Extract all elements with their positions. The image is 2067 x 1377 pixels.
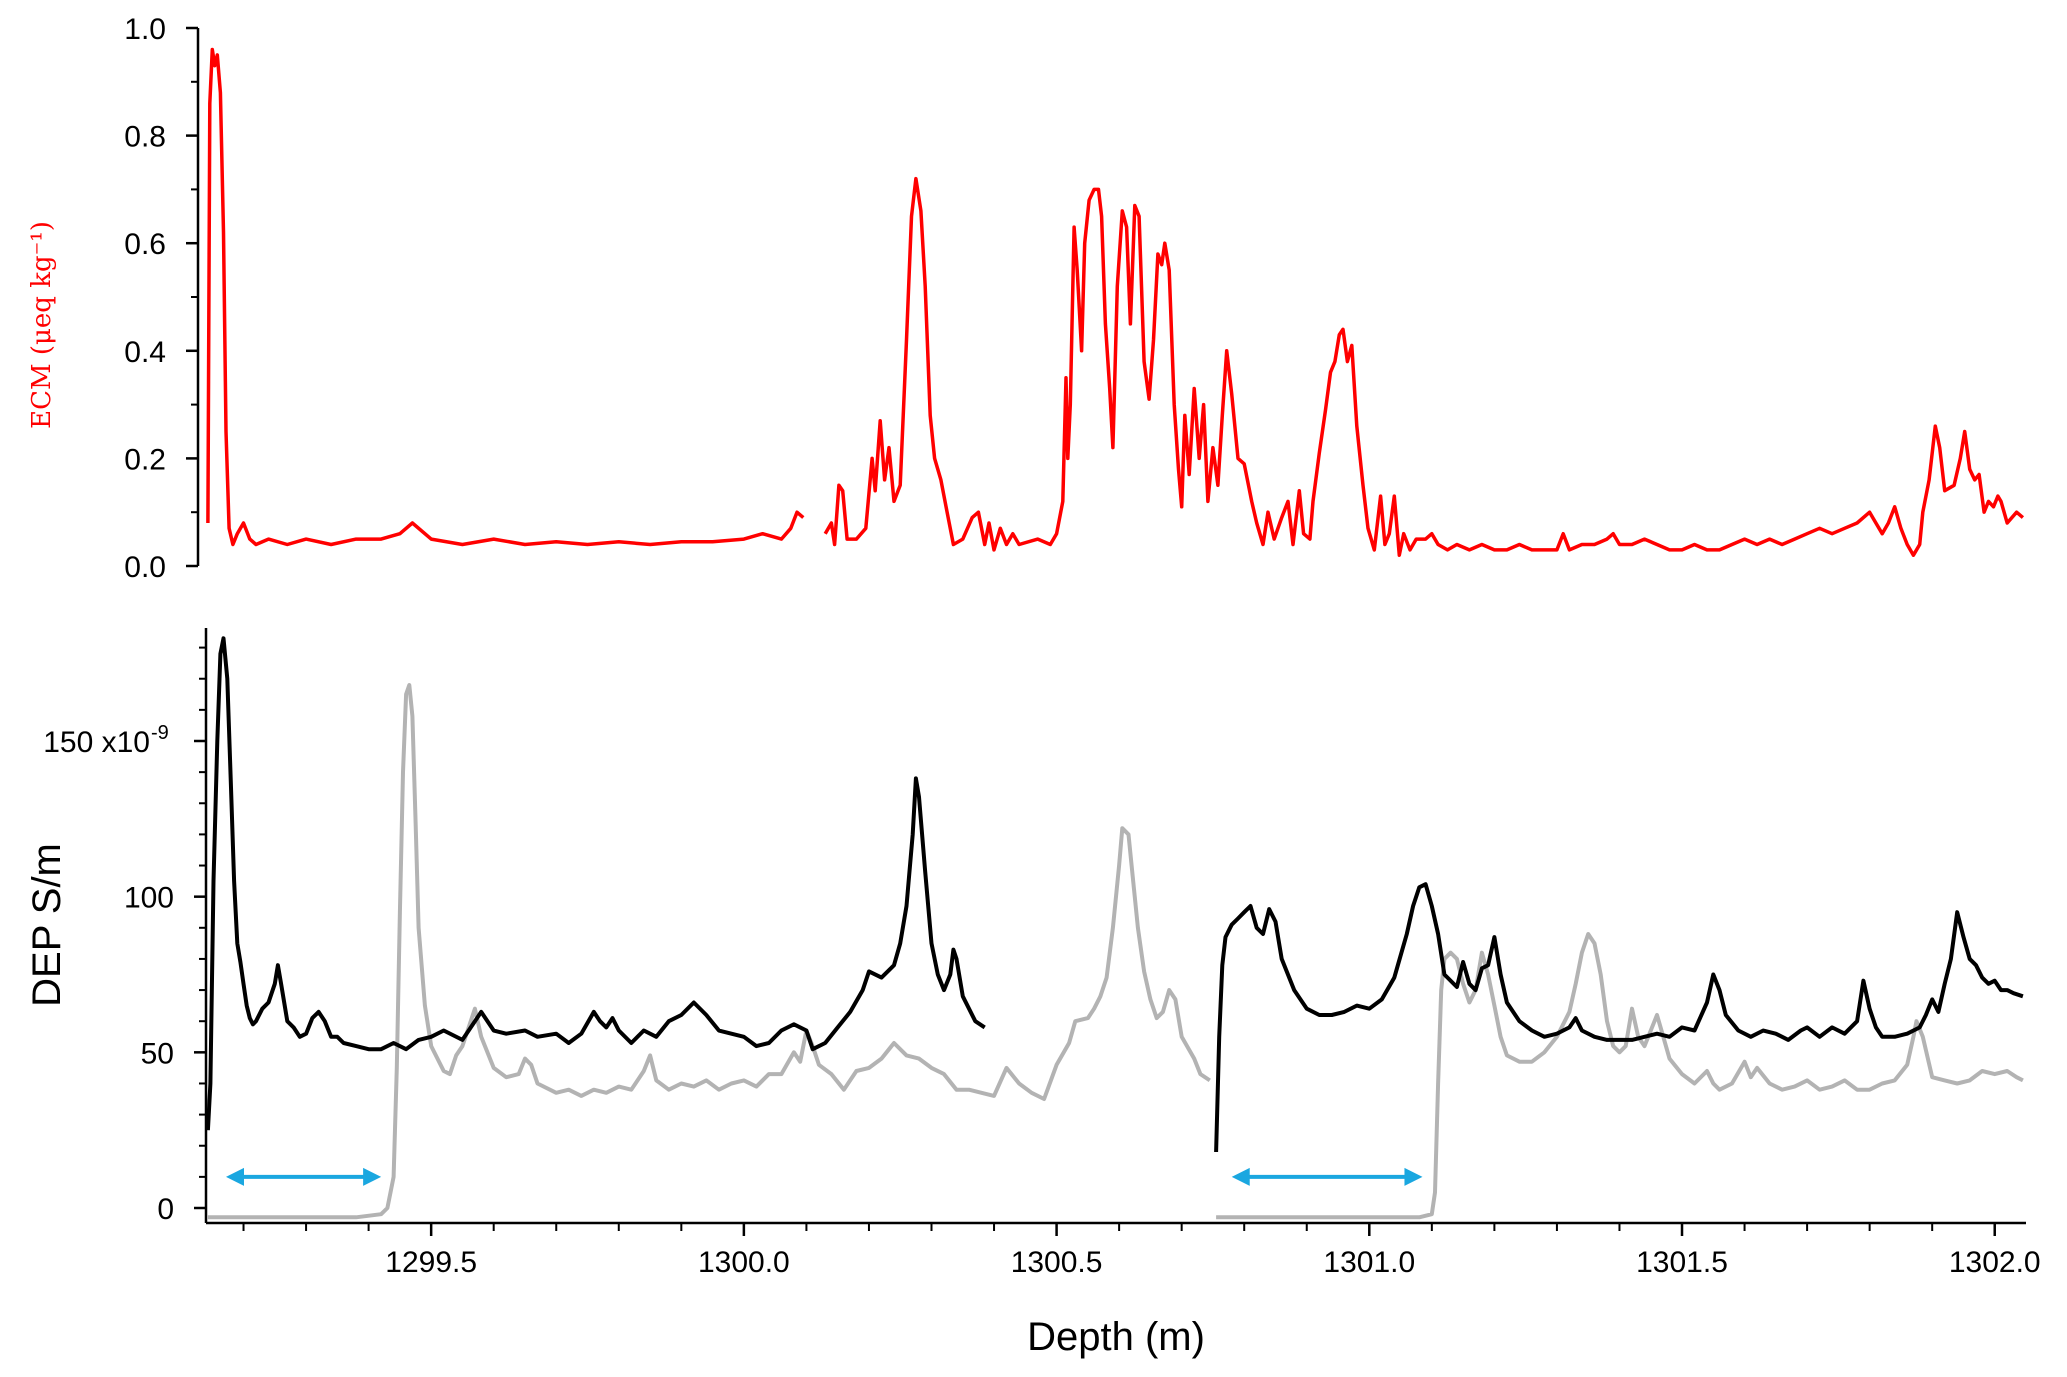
dep-line: [1214, 882, 2024, 1153]
x-tick-label: 1300.0: [698, 1246, 790, 1279]
dep-y-tick-label: 50: [141, 1037, 174, 1070]
dep-y-ticks: 0 50 100 150 x10 -9: [43, 646, 206, 1226]
dep-line: [205, 636, 986, 1131]
ecm-y-tick-label: 0.2: [124, 443, 166, 476]
dep-panel: 0 50 100 150 x10 -9 1299.5 1300.0 1300.5 1301.0…: [25, 628, 2041, 1359]
dep-series: [205, 636, 2024, 1220]
double-arrow: [226, 1167, 382, 1186]
ecm-series: [206, 47, 2025, 557]
ecm-y-tick-label: 1.0: [124, 13, 166, 46]
ecm-line: [823, 176, 2025, 557]
x-tick-label: 1301.5: [1636, 1246, 1728, 1279]
x-axis-title: Depth (m): [1027, 1315, 1205, 1359]
dep-y-tick-label: 100: [124, 882, 174, 915]
x-tick-label: 1299.5: [385, 1246, 477, 1279]
dep-y-axis-title: DEP S/m: [25, 843, 69, 1007]
ecm-line: [206, 47, 805, 547]
ecm-y-tick-label: 0.6: [124, 228, 166, 261]
ecm-y-tick-label: 0.4: [124, 336, 166, 369]
dep-y-tick-label: 150 x10: [43, 726, 150, 759]
x-tick-label: 1301.0: [1323, 1246, 1415, 1279]
ecm-y-tick-label: 0.0: [124, 551, 166, 584]
x-tick-label: 1302.0: [1949, 1246, 2041, 1279]
double-arrow: [1231, 1167, 1423, 1186]
dep-x-ticks: 1299.5 1300.0 1300.5 1301.0 1301.5 1302.0: [242, 1223, 2041, 1279]
dep-y-tick-exponent: -9: [151, 722, 169, 744]
ecm-y-axis-title: ECM (μeq kg⁻¹): [27, 221, 57, 429]
dep-annotations: [226, 1167, 1423, 1186]
ecm-y-tick-label: 0.8: [124, 121, 166, 154]
x-tick-label: 1300.5: [1011, 1246, 1103, 1279]
ecm-y-ticks: 0.0 0.2 0.4 0.6 0.8 1.0: [124, 13, 198, 584]
ecm-panel: 0.0 0.2 0.4 0.6 0.8 1.0 ECM (μeq kg⁻¹): [27, 13, 2025, 584]
dep-line: [1216, 932, 2024, 1220]
dep-y-tick-label: 0: [157, 1193, 174, 1226]
dep-line: [207, 683, 1211, 1220]
